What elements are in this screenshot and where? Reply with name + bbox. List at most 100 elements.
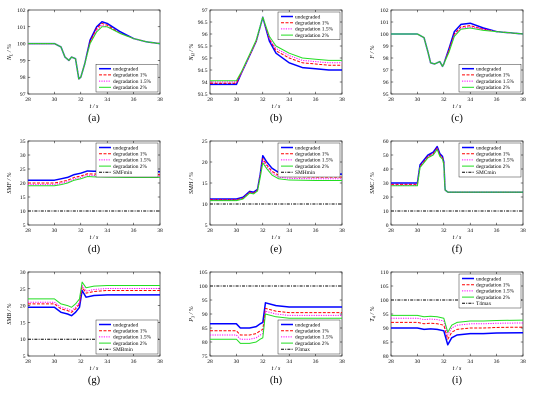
x-tick-label: 32 xyxy=(260,97,266,103)
y-tick-label: 100 xyxy=(199,284,208,290)
legend-label: degradation 1.5% xyxy=(295,27,334,33)
y-axis-label: SMH / % xyxy=(189,172,195,194)
series-line-degradation-2- xyxy=(28,176,160,187)
y-tick-label: 80 xyxy=(383,354,389,360)
y-tick-label: 10 xyxy=(20,337,26,343)
x-tick-label: 28 xyxy=(388,97,394,103)
legend-label: T4max xyxy=(476,301,492,307)
y-tick-label: 99 xyxy=(20,58,26,64)
legend-label: undegraded xyxy=(476,67,501,73)
chart-panel-e: 28 30 32 34 36 38 5 10 15 20 25 t / s SMH / % (e) unde… xyxy=(189,139,345,255)
legend-label: degradation 1% xyxy=(113,329,147,335)
panel-caption: (i) xyxy=(452,375,462,386)
legend-label: degradation 1.5% xyxy=(113,158,152,164)
y-tick-label: 96.5 xyxy=(198,20,208,26)
y-tick-label: 100 xyxy=(380,32,389,38)
x-tick-label: 28 xyxy=(388,228,394,234)
panel-caption: (b) xyxy=(270,113,283,124)
legend-label: degradation 1.5% xyxy=(295,158,334,164)
chart-panel-b: 28 30 32 34 36 38 93.5 94 94.5 95 95.5 96 96.5 97 t / … xyxy=(189,8,345,124)
legend-label: undegraded xyxy=(295,14,320,20)
x-tick-label: 30 xyxy=(52,97,58,103)
y-axis-label: NL / % xyxy=(7,44,14,61)
legend-label: undegraded xyxy=(113,322,138,328)
panel-caption: (h) xyxy=(270,375,283,386)
x-tick-label: 34 xyxy=(286,359,292,365)
y-tick-label: 102 xyxy=(17,8,26,14)
series-line-undegraded xyxy=(28,289,160,317)
y-tick-label: 15 xyxy=(20,195,26,201)
x-tick-label: 34 xyxy=(467,97,473,103)
x-tick-label: 38 xyxy=(157,97,163,103)
x-tick-label: 38 xyxy=(339,97,345,103)
series-line-degradation-2- xyxy=(210,16,342,82)
y-tick-label: 99 xyxy=(383,44,389,50)
y-tick-label: 93.5 xyxy=(198,92,208,98)
x-tick-label: 32 xyxy=(441,359,447,365)
x-tick-label: 38 xyxy=(520,359,526,365)
legend-label: degradation 1% xyxy=(295,329,329,335)
series-line-degradation-1- xyxy=(391,321,523,340)
y-tick-label: 96 xyxy=(383,80,389,86)
legend-label: degradation 1.5% xyxy=(476,79,515,85)
legend-label: degradation 1% xyxy=(476,152,510,158)
legend-label: undegraded xyxy=(295,322,320,328)
legend-label: undegraded xyxy=(476,145,501,151)
series-line-degradation-2- xyxy=(391,27,523,67)
x-tick-label: 32 xyxy=(441,228,447,234)
legend-label: degradation 1% xyxy=(113,152,147,158)
x-tick-label: 32 xyxy=(78,97,84,103)
y-tick-label: 110 xyxy=(380,270,388,276)
series-line-undegraded xyxy=(391,327,523,346)
y-tick-label: 40 xyxy=(383,167,389,173)
legend-label: undegraded xyxy=(113,145,138,151)
y-tick-label: 101 xyxy=(380,20,389,26)
legend-label: degradation 2% xyxy=(295,164,329,170)
series-group xyxy=(391,145,523,212)
y-axis-label: P3 / % xyxy=(189,306,196,323)
series-line-degradation-2- xyxy=(210,313,342,344)
series-group xyxy=(210,16,342,86)
y-tick-label: 102 xyxy=(380,8,389,14)
legend-label: SMCmin xyxy=(476,170,496,176)
legend-label: degradation 1% xyxy=(295,152,329,158)
y-tick-label: 95 xyxy=(202,56,208,62)
y-tick-label: 95 xyxy=(202,298,208,304)
legend-label: degradation 1.5% xyxy=(113,335,152,341)
x-tick-label: 30 xyxy=(52,228,58,234)
x-tick-label: 36 xyxy=(313,359,319,365)
legend-label: degradation 1.5% xyxy=(476,289,515,295)
x-tick-label: 30 xyxy=(234,228,240,234)
x-tick-label: 36 xyxy=(494,228,500,234)
y-axis-label: NH / % xyxy=(189,44,196,62)
panel-caption: (d) xyxy=(88,244,101,255)
series-line-degradation-1- xyxy=(210,307,342,336)
y-tick-label: 94 xyxy=(202,80,208,86)
y-tick-label: 25 xyxy=(202,139,208,145)
x-tick-label: 30 xyxy=(415,359,421,365)
y-axis-label: SMC / % xyxy=(370,172,376,194)
x-tick-label: 36 xyxy=(313,97,319,103)
panel-caption: (g) xyxy=(88,375,101,386)
y-axis-label: SMF / % xyxy=(7,172,13,193)
y-tick-label: 95 xyxy=(383,312,389,318)
series-line-degradation-1-5- xyxy=(210,16,342,83)
y-tick-label: 10 xyxy=(20,209,26,215)
legend-label: degradation 2% xyxy=(295,341,329,347)
series-line-degradation-1-5- xyxy=(28,284,160,312)
y-tick-label: 0 xyxy=(386,223,389,229)
y-tick-label: 25 xyxy=(20,167,26,173)
x-axis-label: t / s xyxy=(272,366,281,372)
x-axis-label: t / s xyxy=(453,235,462,241)
x-axis-label: t / s xyxy=(90,366,99,372)
x-axis-label: t / s xyxy=(90,104,99,110)
x-tick-label: 28 xyxy=(25,97,31,103)
x-tick-label: 34 xyxy=(104,97,110,103)
x-tick-label: 28 xyxy=(25,359,31,365)
legend-label: degradation 1% xyxy=(113,73,147,79)
